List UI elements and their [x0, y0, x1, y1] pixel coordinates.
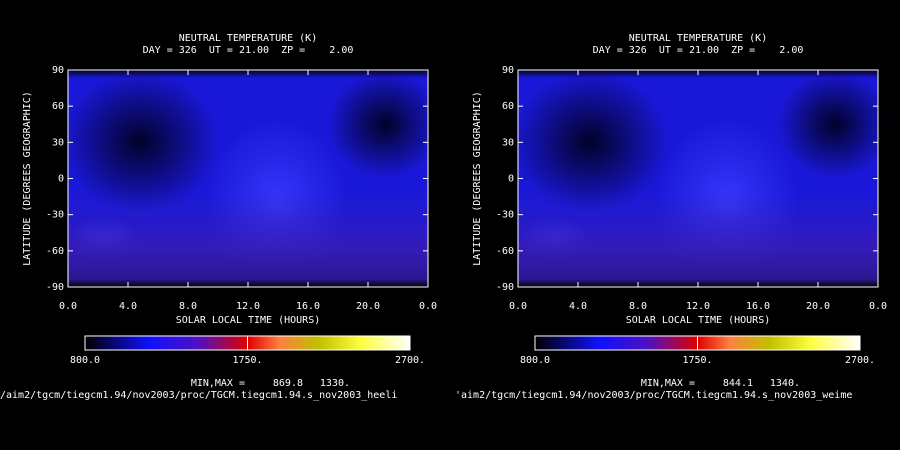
x-tick-label: 20.0	[806, 301, 830, 312]
y-tick-label: 0	[58, 174, 64, 185]
south-band	[68, 189, 428, 287]
y-tick-label: 0	[508, 174, 514, 185]
x-tick-label: 0.0	[59, 301, 77, 312]
y-tick-label: 30	[52, 137, 64, 148]
colorbar-tick-label: 2700.	[395, 355, 425, 366]
south-band	[518, 189, 878, 287]
file-path: /aim2/tgcm/tiegcm1.94/nov2003/proc/TGCM.…	[0, 390, 397, 401]
cold-region	[777, 70, 893, 179]
y-tick-label: 60	[502, 101, 514, 112]
x-tick-label: 0.0	[419, 301, 437, 312]
chart-subtitle: DAY = 326 UT = 21.00 ZP = 2.00	[593, 45, 804, 56]
x-tick-label: 0.0	[869, 301, 887, 312]
y-tick-label: -60	[496, 246, 514, 257]
colorbar-tick-label: 800.0	[70, 355, 100, 366]
y-tick-label: 60	[52, 101, 64, 112]
x-axis-label: SOLAR LOCAL TIME (HOURS)	[626, 315, 771, 326]
colorbar-tick-label: 800.0	[520, 355, 550, 366]
y-tick-label: -30	[496, 210, 514, 221]
y-tick-label: -30	[46, 210, 64, 221]
x-tick-label: 4.0	[569, 301, 587, 312]
chart-title: NEUTRAL TEMPERATURE (K)	[629, 33, 767, 44]
minmax-label: MIN,MAX =	[641, 378, 695, 389]
y-tick-label: -60	[46, 246, 64, 257]
min-value: 844.1	[723, 378, 753, 389]
chart-subtitle: DAY = 326 UT = 21.00 ZP = 2.00	[143, 45, 354, 56]
y-axis-label: LATITUDE (DEGREES GEOGRAPHIC)	[472, 91, 483, 266]
chart-title: NEUTRAL TEMPERATURE (K)	[179, 33, 317, 44]
x-tick-label: 12.0	[686, 301, 710, 312]
heatmap	[510, 70, 893, 292]
y-tick-label: 90	[52, 65, 64, 76]
y-tick-label: -90	[496, 282, 514, 293]
colorbar-tick-label: 2700.	[845, 355, 875, 366]
x-tick-label: 16.0	[746, 301, 770, 312]
y-tick-label: 90	[502, 65, 514, 76]
x-tick-label: 20.0	[356, 301, 380, 312]
heatmap	[60, 70, 443, 292]
x-tick-label: 0.0	[509, 301, 527, 312]
cold-region	[510, 70, 670, 214]
minmax-label: MIN,MAX =	[191, 378, 245, 389]
y-tick-label: -90	[46, 282, 64, 293]
file-path: 'aim2/tgcm/tiegcm1.94/nov2003/proc/TGCM.…	[455, 390, 852, 401]
max-value: 1340.	[770, 378, 800, 389]
cold-region	[60, 70, 220, 214]
x-tick-label: 8.0	[179, 301, 197, 312]
x-tick-label: 16.0	[296, 301, 320, 312]
max-value: 1330.	[320, 378, 350, 389]
x-tick-label: 8.0	[629, 301, 647, 312]
x-tick-label: 4.0	[119, 301, 137, 312]
cold-region	[327, 70, 443, 179]
x-tick-label: 12.0	[236, 301, 260, 312]
x-axis-label: SOLAR LOCAL TIME (HOURS)	[176, 315, 321, 326]
colorbar-tick-label: 1750.	[682, 355, 712, 366]
colorbar-tick-label: 1750.	[232, 355, 262, 366]
min-value: 869.8	[273, 378, 303, 389]
y-axis-label: LATITUDE (DEGREES GEOGRAPHIC)	[22, 91, 33, 266]
y-tick-label: 30	[502, 137, 514, 148]
